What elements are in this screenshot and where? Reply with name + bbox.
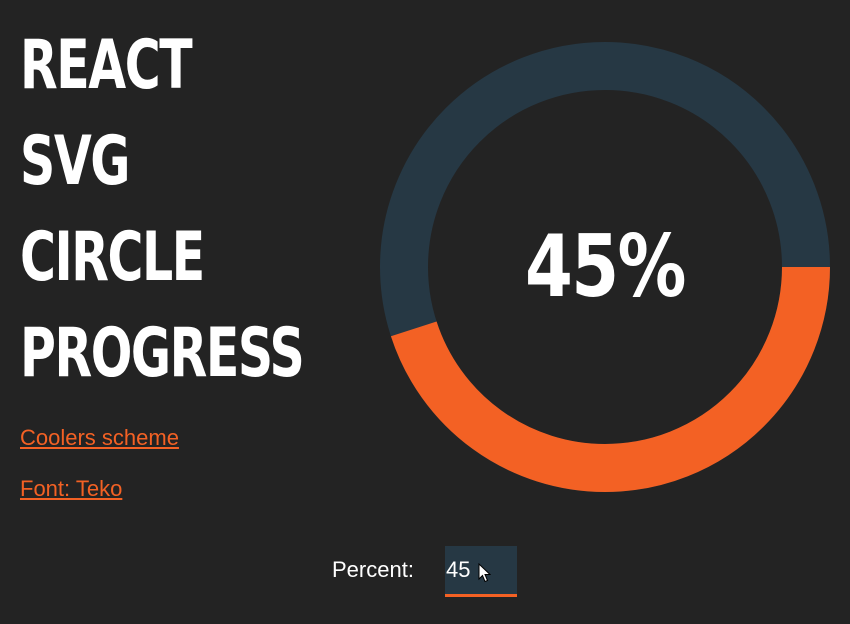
title-line-circle: CIRCLE <box>20 218 205 297</box>
font-teko-link[interactable]: Font: Teko <box>20 476 123 501</box>
percent-input[interactable] <box>445 546 517 597</box>
title-line-progress: PROGRESS <box>20 314 305 393</box>
page-title: REACT SVG CIRCLE PROGRESS <box>20 18 305 402</box>
coolers-scheme-link[interactable]: Coolers scheme <box>20 425 179 450</box>
title-line-svg: SVG <box>20 122 130 201</box>
progress-fill <box>380 42 830 492</box>
circle-progress <box>380 42 830 492</box>
title-line-react: REACT <box>20 26 193 105</box>
percent-label: Percent: <box>332 557 414 582</box>
